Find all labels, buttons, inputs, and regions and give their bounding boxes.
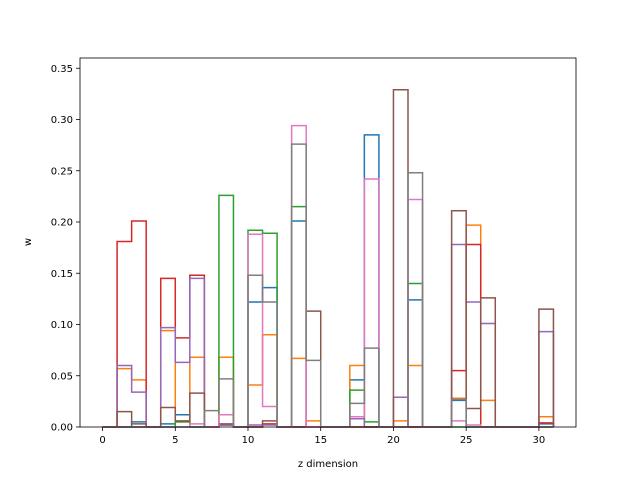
y-tick-label: 0.05: [51, 371, 73, 382]
y-tick-label: 0.20: [51, 218, 73, 229]
x-tick-label: 5: [172, 435, 178, 446]
y-tick-label: 0.10: [51, 320, 73, 331]
y-tick-label: 0.15: [51, 269, 73, 280]
x-tick-label: 0: [99, 435, 105, 446]
y-tick-label: 0.35: [51, 64, 73, 75]
series-step-7: [102, 143, 554, 428]
x-tick-label: 10: [242, 435, 255, 446]
plot-frame: [79, 57, 577, 428]
y-axis-label: w: [23, 238, 34, 246]
y-tick-label: 0.30: [51, 115, 73, 126]
x-tick-label: 30: [533, 435, 546, 446]
x-tick-label: 20: [387, 435, 400, 446]
x-axis-label: z dimension: [298, 459, 358, 470]
x-tick-label: 15: [314, 435, 327, 446]
axes-layer: 0 5 10 15 20 25 30 0.00 0.05 0.10 0.15 0.20 0.25 0.30…: [51, 57, 577, 446]
series-step-1: [102, 224, 555, 428]
y-tick-label: 0.00: [51, 423, 73, 434]
series-layer: [102, 89, 555, 428]
x-tick-label: 25: [460, 435, 473, 446]
y-tick-label: 0.25: [51, 166, 73, 177]
